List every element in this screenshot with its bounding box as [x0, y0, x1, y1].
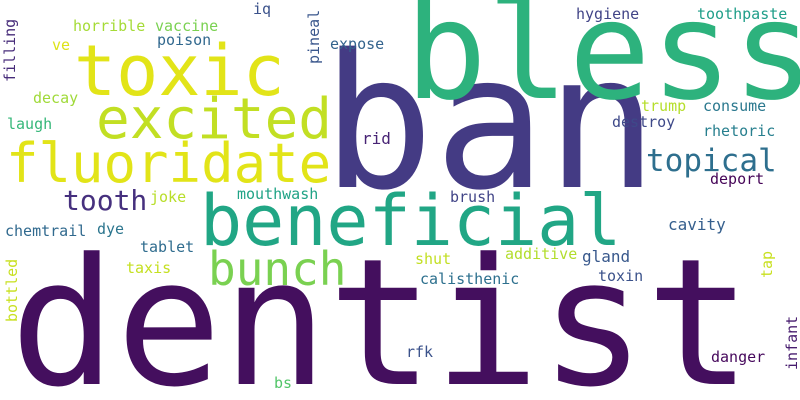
word-ban: ban — [322, 14, 658, 231]
word-bs: bs — [274, 374, 293, 392]
word-expose: expose — [330, 35, 385, 53]
word-rid: rid — [362, 129, 391, 148]
word-consume: consume — [703, 97, 767, 115]
word-pineal: pineal — [305, 9, 323, 64]
word-bunch: bunch — [208, 242, 347, 296]
word-iq: iq — [253, 0, 272, 18]
word-excited: excited — [96, 87, 333, 152]
word-toothpaste: toothpaste — [697, 5, 788, 23]
word-rhetoric: rhetoric — [703, 122, 776, 140]
word-bottled: bottled — [3, 258, 21, 322]
word-fluoridate: fluoridate — [6, 132, 332, 195]
word-chemtrail: chemtrail — [5, 222, 87, 240]
word-joke: joke — [150, 188, 187, 206]
word-mouthwash: mouthwash — [237, 185, 319, 203]
word-bless: bless — [405, 0, 800, 131]
word-vaccine: vaccine — [155, 17, 219, 35]
word-hygiene: hygiene — [576, 5, 640, 23]
word-topical: topical — [646, 143, 777, 179]
word-ve: ve — [52, 36, 71, 54]
word-dentist: dentist — [10, 221, 752, 400]
word-toxic: toxic — [74, 30, 285, 112]
word-filling: filling — [1, 18, 19, 82]
word-laugh: laugh — [7, 115, 53, 133]
word-deport: deport — [710, 170, 765, 188]
word-poison: poison — [157, 31, 212, 49]
word-infant: infant — [783, 315, 800, 370]
word-horrible: horrible — [73, 17, 146, 35]
word-toxin: toxin — [598, 267, 644, 285]
word-rfk: rfk — [406, 343, 434, 361]
word-trump: trump — [641, 97, 687, 115]
word-brush: brush — [450, 188, 496, 206]
word-cavity: cavity — [668, 215, 726, 234]
word-taxis: taxis — [126, 259, 172, 277]
word-shut: shut — [415, 250, 452, 268]
word-danger: danger — [711, 348, 766, 366]
word-destroy: destroy — [612, 113, 676, 131]
word-tooth: tooth — [63, 184, 148, 217]
word-calisthenic: calisthenic — [420, 270, 520, 288]
word-tap: tap — [758, 250, 776, 278]
word-beneficial: beneficial — [200, 180, 622, 262]
word-dye: dye — [97, 220, 125, 238]
word-tablet: tablet — [140, 238, 195, 256]
word-additive: additive — [505, 245, 578, 263]
word-gland: gland — [582, 247, 631, 266]
word-decay: decay — [33, 89, 79, 107]
